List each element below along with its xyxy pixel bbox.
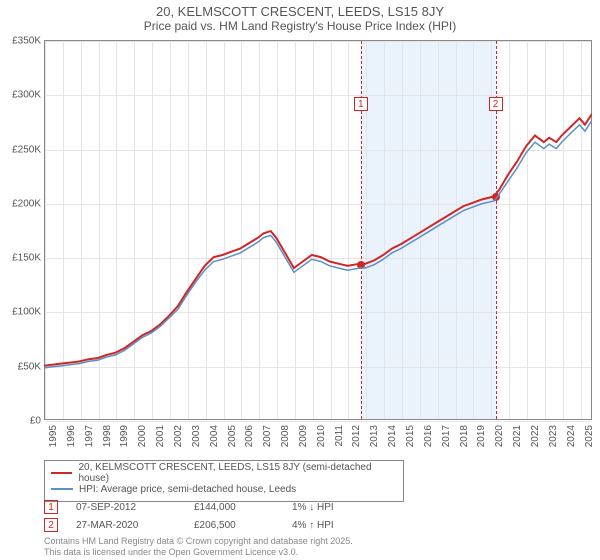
- x-tick-label: 2020: [494, 425, 505, 447]
- x-tick-label: 2010: [316, 425, 327, 447]
- y-tick-label: £350K: [1, 36, 41, 47]
- x-tick-label: 2016: [423, 425, 434, 447]
- footer-line: Contains HM Land Registry data © Crown c…: [44, 536, 584, 547]
- legend-swatch: [51, 488, 73, 490]
- x-tick-label: 1995: [48, 425, 59, 447]
- transaction-row: 2 27-MAR-2020 £206,500 4% ↑ HPI: [44, 516, 584, 534]
- x-tick-label: 1997: [84, 425, 95, 447]
- x-tick-label: 2004: [209, 425, 220, 447]
- x-tick-label: 2012: [351, 425, 362, 447]
- transaction-index: 1: [44, 500, 58, 514]
- transaction-row: 1 07-SEP-2012 £144,000 1% ↓ HPI: [44, 498, 584, 516]
- x-tick-label: 2007: [262, 425, 273, 447]
- transaction-table: 1 07-SEP-2012 £144,000 1% ↓ HPI 2 27-MAR-2020…: [44, 498, 584, 534]
- gridline-h: [45, 421, 591, 422]
- x-tick-label: 2002: [173, 425, 184, 447]
- legend-label: 20, KELMSCOTT CRESCENT, LEEDS, LS15 8JY …: [78, 462, 397, 484]
- series-hpi: [44, 120, 592, 368]
- x-tick-label: 2025: [584, 425, 595, 447]
- legend-label: HPI: Average price, semi-detached house,…: [79, 484, 296, 495]
- footer-line: This data is licensed under the Open Gov…: [44, 547, 584, 558]
- transaction-delta: 4% ↑ HPI: [292, 520, 382, 531]
- series-price_paid: [44, 114, 592, 366]
- x-tick-label: 2024: [566, 425, 577, 447]
- plot-area: £0£50K£100K£150K£200K£250K£300K£350K1995…: [44, 40, 592, 420]
- x-tick-label: 2009: [298, 425, 309, 447]
- transaction-index: 2: [44, 518, 58, 532]
- x-tick-label: 2003: [191, 425, 202, 447]
- x-tick-label: 2018: [459, 425, 470, 447]
- transaction-price: £206,500: [194, 520, 274, 531]
- y-tick-label: £100K: [1, 307, 41, 318]
- x-tick-label: 2000: [137, 425, 148, 447]
- x-tick-label: 1999: [119, 425, 130, 447]
- legend-item: 20, KELMSCOTT CRESCENT, LEEDS, LS15 8JY …: [51, 465, 397, 481]
- transaction-price: £144,000: [194, 502, 274, 513]
- x-tick-label: 2005: [227, 425, 238, 447]
- chart-container: 20, KELMSCOTT CRESCENT, LEEDS, LS15 8JY …: [0, 0, 600, 560]
- x-tick-label: 1998: [102, 425, 113, 447]
- y-tick-label: £50K: [1, 361, 41, 372]
- x-tick-label: 2023: [548, 425, 559, 447]
- x-tick-label: 2022: [530, 425, 541, 447]
- legend-swatch: [51, 472, 72, 474]
- chart-title: 20, KELMSCOTT CRESCENT, LEEDS, LS15 8JY: [0, 0, 600, 19]
- x-tick-label: 2014: [387, 425, 398, 447]
- line-series: [44, 40, 592, 420]
- legend: 20, KELMSCOTT CRESCENT, LEEDS, LS15 8JY …: [44, 460, 404, 502]
- chart-subtitle: Price paid vs. HM Land Registry's House …: [0, 19, 600, 37]
- transaction-delta: 1% ↓ HPI: [292, 502, 382, 513]
- attribution-footer: Contains HM Land Registry data © Crown c…: [44, 536, 584, 558]
- y-tick-label: £150K: [1, 253, 41, 264]
- y-tick-label: £0: [1, 416, 41, 427]
- y-tick-label: £250K: [1, 144, 41, 155]
- x-tick-label: 2019: [476, 425, 487, 447]
- x-tick-label: 2006: [244, 425, 255, 447]
- x-tick-label: 2015: [405, 425, 416, 447]
- y-tick-label: £300K: [1, 90, 41, 101]
- transaction-date: 27-MAR-2020: [76, 520, 176, 531]
- x-tick-label: 2013: [369, 425, 380, 447]
- transaction-date: 07-SEP-2012: [76, 502, 176, 513]
- x-tick-label: 2021: [512, 425, 523, 447]
- x-tick-label: 2001: [155, 425, 166, 447]
- x-tick-label: 2008: [280, 425, 291, 447]
- y-tick-label: £200K: [1, 198, 41, 209]
- x-tick-label: 2017: [441, 425, 452, 447]
- x-tick-label: 1996: [66, 425, 77, 447]
- x-tick-label: 2011: [334, 425, 345, 447]
